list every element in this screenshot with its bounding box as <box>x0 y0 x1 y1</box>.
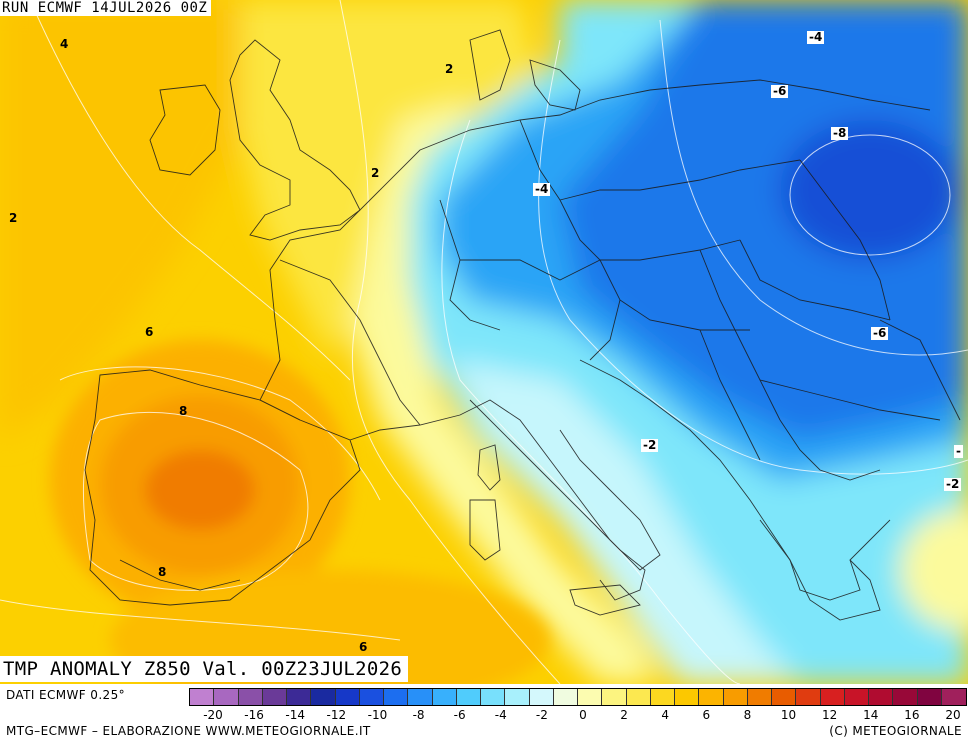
color-swatch <box>699 689 724 705</box>
color-scale-tick: -4 <box>494 708 507 722</box>
color-swatch <box>311 689 336 705</box>
color-scale-tick: -10 <box>367 708 388 722</box>
color-swatch <box>626 689 651 705</box>
color-swatch <box>941 689 966 705</box>
contour-label: 2 <box>445 62 454 76</box>
credit-label: MTG–ECMWF – ELABORAZIONE WWW.METEOGIORNA… <box>6 724 371 738</box>
color-swatch <box>190 689 215 705</box>
color-scale-tick: 0 <box>579 708 587 722</box>
color-scale-tick: 2 <box>620 708 628 722</box>
color-scale-tick: -2 <box>535 708 548 722</box>
contour-label: 2 <box>9 211 18 225</box>
color-swatch <box>408 689 433 705</box>
color-swatch <box>869 689 894 705</box>
color-swatch <box>529 689 554 705</box>
color-swatch <box>262 689 287 705</box>
color-swatch <box>796 689 821 705</box>
color-swatch <box>432 689 457 705</box>
contour-label: -6 <box>771 84 789 98</box>
color-scale-tick: 20 <box>945 708 961 722</box>
contour-label: - <box>954 444 963 458</box>
temperature-anomaly-map: RUN ECMWF 14JUL2026 00Z 4 2 2 2 6 8 8 6 … <box>0 0 968 684</box>
contour-label: -4 <box>533 182 551 196</box>
color-swatch <box>553 689 578 705</box>
color-swatch <box>287 689 312 705</box>
color-scale-tick: -16 <box>244 708 264 722</box>
contour-label: 6 <box>359 640 368 654</box>
color-scale-ticks: -20 -16 -14 -12 -10 -8 -6 -4 -2 0 2 4 6 8 10 12 14 16 20 <box>189 708 968 722</box>
color-scale-tick: 14 <box>863 708 879 722</box>
color-scale-tick: -14 <box>285 708 306 722</box>
copyright-label: (C) METEOGIORNALE <box>829 724 962 738</box>
contour-label: 8 <box>179 404 188 418</box>
color-swatch <box>238 689 263 705</box>
color-scale-tick: 6 <box>702 708 711 722</box>
color-scale-tick: -6 <box>453 708 466 722</box>
color-scale-tick: 10 <box>780 708 797 722</box>
color-swatch <box>481 689 506 705</box>
source-label: DATI ECMWF 0.25° <box>6 688 126 702</box>
color-scale-tick: 16 <box>904 708 920 722</box>
color-swatch <box>820 689 845 705</box>
color-swatch <box>505 689 530 705</box>
color-swatch <box>772 689 797 705</box>
color-swatch <box>359 689 384 705</box>
color-scale-bar <box>189 688 967 706</box>
contour-label: 8 <box>158 565 167 579</box>
contour-label: -2 <box>641 438 659 452</box>
map-title: TMP ANOMALY Z850 Val. 00Z23JUL2026 <box>0 656 409 682</box>
color-swatch <box>384 689 409 705</box>
color-swatch <box>650 689 675 705</box>
color-swatch <box>893 689 918 705</box>
contour-label: 6 <box>145 325 154 339</box>
contour-label: -6 <box>871 326 889 340</box>
contour-label: -2 <box>944 477 962 491</box>
color-scale-tick: -8 <box>412 708 425 722</box>
color-scale-tick: 8 <box>743 708 752 722</box>
color-scale-tick: -12 <box>326 708 347 722</box>
contour-label: 2 <box>371 166 380 180</box>
color-swatch <box>602 689 627 705</box>
color-swatch <box>456 689 481 705</box>
contour-label: -8 <box>831 126 849 140</box>
legend-footer: DATI ECMWF 0.25° -20 -16 -14 -12 -10 -8 -6 -4 -2… <box>0 684 968 745</box>
color-swatch <box>723 689 748 705</box>
contour-label: 4 <box>60 37 69 51</box>
contour-label: -4 <box>807 30 825 44</box>
color-swatch <box>335 689 360 705</box>
color-swatch <box>675 689 700 705</box>
color-scale-tick: 12 <box>822 708 838 722</box>
color-swatch <box>844 689 869 705</box>
color-scale-tick: 4 <box>661 708 670 722</box>
color-swatch <box>747 689 772 705</box>
color-swatch <box>578 689 603 705</box>
color-scale-tick: -20 <box>203 708 223 722</box>
color-swatch <box>214 689 239 705</box>
run-label: RUN ECMWF 14JUL2026 00Z <box>0 0 212 16</box>
color-swatch <box>917 689 942 705</box>
